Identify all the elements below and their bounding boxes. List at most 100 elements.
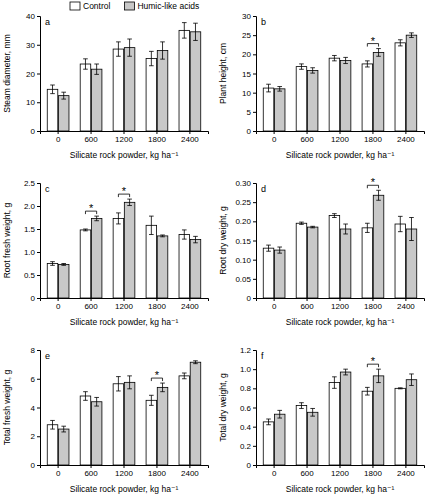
panel: 00.51.01.52.02.50600120018002400Silicate…: [2, 179, 209, 327]
tick-mark: [253, 202, 256, 203]
bar-series: [274, 190, 416, 298]
bar: [190, 32, 201, 131]
x-tick: 1200: [331, 131, 349, 144]
bar: [307, 412, 318, 465]
bar: [340, 372, 351, 465]
x-axis-title: Silicate rock powder, kg ha⁻¹: [286, 150, 395, 160]
y-tick: 0: [247, 127, 256, 136]
error-bar: [277, 247, 282, 253]
bar: [47, 89, 58, 131]
x-axis-title: Silicate rock powder, kg ha⁻¹: [70, 150, 179, 160]
tick-mark: [37, 436, 40, 437]
tick-mark: [274, 298, 275, 301]
bar-series: [58, 361, 200, 465]
x-tick: 1800: [148, 298, 166, 311]
error-bar: [299, 64, 304, 69]
axis-line: [257, 299, 425, 302]
tick-label: 1800: [148, 135, 166, 144]
tick-label: 600: [84, 135, 98, 144]
y-tick: 0.05: [235, 275, 256, 284]
tick-mark: [37, 350, 40, 351]
tick-mark: [253, 388, 256, 389]
tick-label: 8: [31, 346, 36, 355]
bar: [113, 384, 124, 465]
significance-label: *: [122, 185, 127, 197]
tick-mark: [189, 298, 190, 301]
bar: [307, 70, 318, 131]
error-bar: [365, 61, 370, 67]
significance-label: *: [371, 35, 376, 47]
x-tick: 1800: [148, 465, 166, 478]
tick-label: 0.05: [235, 275, 251, 284]
y-tick: 0.20: [235, 217, 256, 226]
y-tick: 0.10: [235, 256, 256, 265]
tick-label: 1.2: [240, 346, 252, 355]
bar: [406, 35, 417, 131]
y-axis-title: Steam diameter, mm: [2, 34, 12, 112]
tick-mark: [91, 298, 92, 301]
tick-label: 1200: [331, 469, 349, 478]
tick-label: 1200: [115, 469, 133, 478]
error-bar: [94, 64, 99, 74]
error-bar: [376, 49, 381, 57]
error-bar: [277, 410, 282, 418]
tick-label: 600: [84, 302, 98, 311]
tick-label: 1800: [148, 302, 166, 311]
x-tick: 2400: [397, 131, 415, 144]
tick-mark: [37, 229, 40, 230]
tick-label: 1.5: [24, 225, 36, 234]
tick-mark: [189, 131, 190, 134]
tick-label: 0: [31, 127, 36, 136]
tick-mark: [253, 446, 256, 447]
y-tick: 0.15: [235, 237, 256, 246]
tick-mark: [37, 298, 40, 299]
y-tick: 0.30: [235, 179, 256, 188]
y-axis-title: Plant height, cm: [218, 43, 228, 104]
x-tick: 1200: [331, 298, 349, 311]
y-tick: 6: [31, 375, 40, 384]
tick-mark: [156, 131, 157, 134]
x-axis-title: Silicate rock powder, kg ha⁻¹: [286, 317, 395, 327]
y-tick: 0: [247, 461, 256, 470]
tick-label: 25: [242, 31, 251, 40]
error-bar: [149, 216, 154, 234]
error-bar: [332, 55, 337, 60]
tick-mark: [37, 465, 40, 466]
tick-mark: [253, 408, 256, 409]
error-bar: [409, 374, 414, 386]
legend-swatch: [124, 2, 134, 10]
tick-label: 5: [247, 108, 252, 117]
x-tick: 1200: [331, 465, 349, 478]
bar: [274, 414, 285, 465]
error-bar: [343, 57, 348, 63]
x-tick: 1200: [115, 465, 133, 478]
bar-series: [58, 23, 200, 131]
tick-mark: [253, 93, 256, 94]
error-bar: [50, 85, 55, 94]
x-tick: 2400: [397, 465, 415, 478]
x-axis: 0600120018002400: [41, 465, 209, 478]
tick-mark: [37, 206, 40, 207]
bar: [91, 218, 102, 298]
panel: 00.20.40.60.81.01.20600120018002400Silic…: [218, 346, 425, 494]
y-tick: 0: [31, 294, 40, 303]
y-tick: 10: [26, 98, 40, 107]
tick-mark: [253, 35, 256, 36]
tick-mark: [340, 298, 341, 301]
x-tick: 1200: [115, 298, 133, 311]
x-axis: 0600120018002400: [257, 298, 425, 311]
tick-label: 600: [300, 302, 314, 311]
tick-mark: [253, 16, 256, 17]
error-bar: [160, 42, 165, 59]
tick-label: 0: [31, 294, 36, 303]
tick-label: 600: [300, 135, 314, 144]
tick-label: 1.0: [24, 248, 36, 257]
tick-mark: [253, 350, 256, 351]
error-bar: [61, 426, 66, 432]
tick-label: 0: [247, 127, 252, 136]
bar: [329, 383, 340, 465]
tick-label: 1800: [148, 469, 166, 478]
panel-label: c: [45, 184, 50, 194]
tick-mark: [372, 465, 373, 468]
tick-label: 2400: [397, 302, 415, 311]
